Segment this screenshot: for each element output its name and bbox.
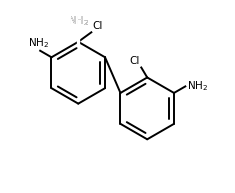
Text: NH$_2$: NH$_2$ [28,36,50,50]
Text: NH$_2$: NH$_2$ [187,80,208,93]
Text: Cl: Cl [130,56,140,66]
Text: Cl: Cl [93,21,103,31]
Text: NH$_2$: NH$_2$ [68,14,89,28]
Text: NH$_2$: NH$_2$ [68,14,89,28]
